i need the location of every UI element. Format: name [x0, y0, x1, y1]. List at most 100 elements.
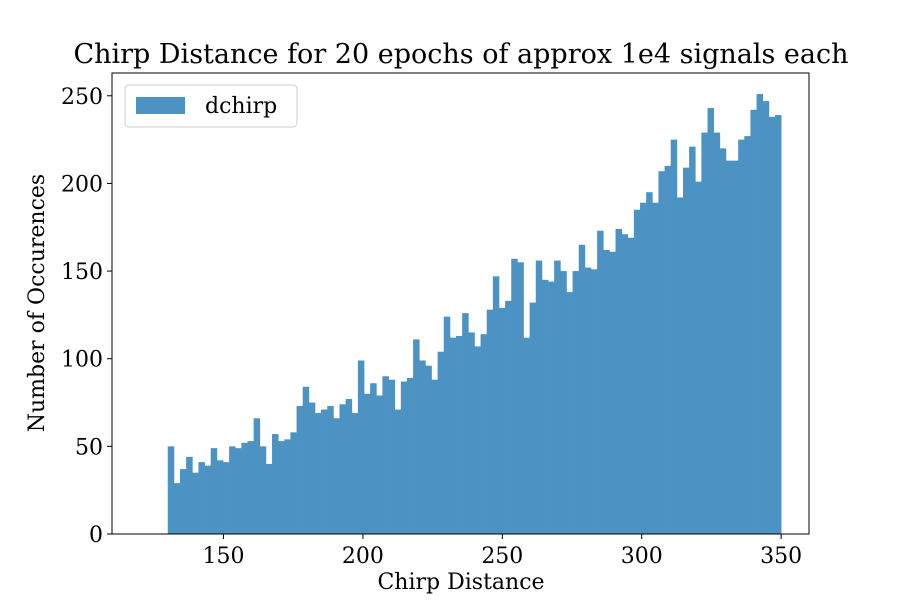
histogram-bar [590, 269, 598, 534]
histogram-bar [296, 406, 304, 534]
x-tick-label: 200 [342, 544, 384, 569]
histogram-bar [713, 132, 721, 534]
histogram-bar [388, 379, 396, 534]
legend-label: dchirp [205, 94, 277, 119]
histogram-bar [701, 132, 708, 534]
histogram-bar [511, 258, 518, 534]
histogram-bar [364, 393, 371, 534]
histogram-bar [750, 109, 757, 535]
histogram-bar [474, 346, 481, 534]
histogram-bar [173, 483, 181, 534]
y-tick-label: 100 [61, 348, 103, 373]
histogram-bar [259, 446, 267, 534]
histogram-bar [756, 94, 764, 535]
histogram-bar [456, 335, 463, 534]
histogram-bar [198, 462, 205, 534]
histogram-bar [627, 237, 635, 534]
y-tick-label: 150 [61, 260, 103, 285]
histogram-bar [689, 146, 696, 535]
histogram-bar [167, 446, 175, 534]
histogram-bar [339, 404, 346, 534]
histogram-bar [707, 108, 715, 534]
histogram-bar [695, 181, 702, 534]
histogram-bar [437, 351, 445, 534]
histogram-bar [376, 395, 383, 534]
histogram-bar [235, 448, 242, 534]
histogram-bar [597, 230, 604, 534]
histogram-bar [682, 167, 690, 534]
histogram-bar [468, 332, 475, 534]
histogram-bar [290, 432, 297, 534]
histogram-bar [265, 463, 273, 534]
histogram-bar [658, 171, 665, 534]
histogram-bar [302, 386, 310, 534]
histogram-bar [449, 337, 457, 534]
histogram-bar [333, 418, 340, 534]
y-tick-label: 250 [61, 85, 103, 110]
x-tick-label: 150 [203, 544, 245, 569]
histogram-bar [517, 262, 524, 534]
histogram-bar [541, 279, 549, 534]
histogram-bar [241, 442, 248, 534]
histogram-bar [670, 139, 678, 534]
histogram-bar [615, 229, 622, 535]
histogram-bar [578, 244, 586, 534]
histogram-bar [652, 202, 659, 534]
histogram-bar [492, 276, 500, 534]
histogram-bar [774, 115, 782, 534]
histogram-bar [566, 292, 573, 534]
histogram-bar [216, 460, 224, 534]
histogram-bar [229, 446, 236, 534]
histogram-bar [413, 339, 420, 534]
histogram-bar [676, 197, 684, 535]
histogram-bar [480, 334, 488, 534]
histogram-bar [308, 402, 316, 534]
histogram-bar [505, 300, 512, 534]
histogram-bar [744, 136, 751, 534]
x-axis-label: Chirp Distance [377, 570, 544, 595]
chart-title: Chirp Distance for 20 epochs of approx 1… [73, 39, 848, 70]
y-axis-label: Number of Occurences [25, 174, 50, 432]
histogram-bar [370, 383, 377, 534]
x-tick-label: 300 [621, 544, 663, 569]
histogram-bar [210, 448, 218, 534]
histogram-bar [192, 472, 199, 534]
histogram-bar [725, 160, 733, 534]
histogram-bar [186, 456, 193, 534]
histogram-bar [548, 281, 555, 534]
histogram-bar [247, 441, 254, 534]
histogram-bar [406, 377, 414, 534]
histogram-bar [321, 409, 328, 534]
histogram-bar [621, 234, 629, 534]
histogram-bar [572, 271, 580, 534]
histogram-bar [732, 160, 739, 534]
histogram-bar [640, 202, 647, 534]
histogram-bar [204, 465, 212, 534]
histogram-bar [180, 469, 187, 534]
histogram-bar [222, 462, 230, 534]
histogram-bar [664, 165, 672, 535]
legend: dchirp [124, 84, 298, 128]
histogram-bar [400, 381, 408, 534]
histogram-bar [762, 101, 770, 534]
histogram-bar [253, 418, 261, 534]
y-tick-label: 50 [75, 435, 103, 460]
y-axis-ticks: 0 50 100 150 200 250 [61, 85, 112, 548]
histogram-bar [554, 260, 561, 534]
histogram-bar [523, 337, 530, 534]
histogram-bar [278, 441, 285, 534]
histogram-bar [425, 365, 432, 534]
legend-swatch [136, 97, 185, 114]
x-tick-label: 350 [760, 544, 802, 569]
histogram-bar [646, 192, 653, 534]
histogram-bar [443, 316, 451, 534]
plot-area-frame [111, 72, 810, 535]
y-tick-label: 200 [61, 172, 103, 197]
histogram-bar [560, 271, 567, 534]
histogram-bar [382, 376, 389, 534]
legend-box [124, 84, 298, 128]
histogram-bar [394, 409, 402, 534]
histogram-bar [498, 307, 506, 534]
histogram-bar [768, 116, 776, 534]
